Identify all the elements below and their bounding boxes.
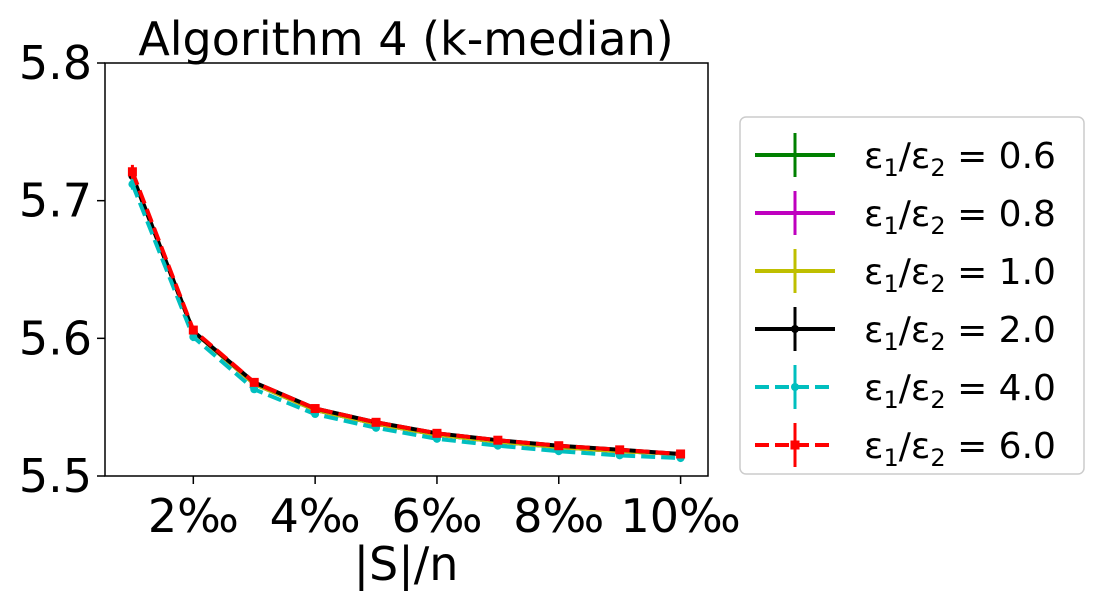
y-tick-label: 5.6	[19, 311, 92, 365]
legend-item: ε1/ε2 = 6.0	[755, 423, 1056, 472]
series-line	[130, 175, 681, 456]
legend-label-part: 1	[883, 328, 898, 356]
y-tick-label: 5.5	[19, 449, 92, 503]
legend-label-part: ε	[864, 136, 883, 177]
y-axis: 5.5 5.6 5.7 5.8	[19, 36, 105, 503]
legend-label: ε1/ε2 = 2.0	[864, 310, 1056, 356]
legend-label-part: 2	[930, 328, 945, 356]
legend-item: ε1/ε2 = 4.0	[755, 365, 1056, 414]
legend-label-part: /ε	[899, 426, 931, 467]
legend-label-part: 2	[930, 386, 945, 414]
legend-label-part: /ε	[899, 310, 931, 351]
legend-label: ε1/ε2 = 0.8	[864, 194, 1056, 240]
legend-frame	[739, 116, 1085, 475]
legend-marker	[791, 383, 799, 391]
legend-label-part: = 6.0	[946, 426, 1056, 467]
legend-marker	[790, 440, 800, 450]
legend-label-part: 2	[930, 154, 945, 182]
series-line	[130, 175, 681, 456]
legend-marker	[791, 325, 799, 333]
y-tick-label: 5.8	[19, 36, 92, 90]
legend-label-part: ε	[864, 252, 883, 293]
data-point	[249, 377, 259, 387]
legend-label-part: = 2.0	[946, 310, 1056, 351]
data-point	[615, 445, 625, 455]
legend-label-part: /ε	[899, 136, 931, 177]
legend-label-part: 1	[883, 444, 898, 472]
legend-item: ε1/ε2 = 0.8	[755, 191, 1056, 240]
data-point	[432, 428, 442, 438]
legend-label-part: 2	[930, 212, 945, 240]
legend-item: ε1/ε2 = 2.0	[755, 307, 1056, 356]
legend-label-part: 1	[883, 154, 898, 182]
legend-label: ε1/ε2 = 4.0	[864, 368, 1056, 414]
data-point	[188, 325, 198, 335]
legend-label: ε1/ε2 = 1.0	[864, 252, 1056, 298]
series-4	[128, 178, 685, 463]
data-point	[127, 167, 137, 177]
data-point	[250, 385, 259, 394]
data-point	[676, 449, 686, 459]
legend-label-part: 1	[883, 386, 898, 414]
x-axis: 2‰ 4‰ 6‰ 8‰ 10‰	[148, 476, 741, 543]
plot-area	[127, 164, 686, 463]
series-2	[130, 170, 683, 457]
x-tick-label: 2‰	[148, 489, 239, 543]
legend-label-part: 1	[883, 270, 898, 298]
legend-label-part: = 1.0	[946, 252, 1056, 293]
data-point	[371, 417, 381, 427]
plot-frame	[104, 62, 709, 477]
x-tick-label: 4‰	[270, 489, 361, 543]
x-tick-label: 6‰	[391, 489, 482, 543]
x-tick-label: 10‰	[620, 489, 740, 543]
data-point	[493, 435, 503, 445]
legend-label-part: ε	[864, 426, 883, 467]
x-tick-label: 8‰	[513, 489, 604, 543]
legend: ε1/ε2 = 0.6ε1/ε2 = 0.8ε1/ε2 = 1.0ε1/ε2 =…	[739, 116, 1085, 475]
series-0	[130, 170, 683, 457]
data-point	[189, 332, 198, 341]
legend-label-part: ε	[864, 368, 883, 409]
legend-label-part: = 0.8	[946, 194, 1056, 235]
series-line	[130, 183, 681, 461]
series-line	[130, 175, 681, 456]
legend-label-part: /ε	[899, 194, 931, 235]
legend-label-part: ε	[864, 310, 883, 351]
series-3	[128, 170, 685, 458]
series-line	[130, 175, 681, 456]
legend-item: ε1/ε2 = 1.0	[755, 249, 1056, 298]
series-line	[130, 171, 681, 456]
legend-label-part: = 0.6	[946, 136, 1056, 177]
y-tick-label: 5.7	[19, 174, 92, 228]
series-1	[129, 170, 684, 457]
x-axis-label: |S|/n	[354, 537, 459, 592]
legend-label: ε1/ε2 = 6.0	[864, 426, 1056, 472]
legend-label-part: 2	[930, 270, 945, 298]
legend-label-part: 1	[883, 212, 898, 240]
series-5	[127, 164, 686, 459]
legend-label-part: /ε	[899, 252, 931, 293]
data-point	[310, 404, 320, 414]
data-point	[554, 441, 564, 451]
legend-label-part: = 4.0	[946, 368, 1056, 409]
legend-label: ε1/ε2 = 0.6	[864, 136, 1056, 182]
chart-title: Algorithm 4 (k-median)	[138, 12, 673, 66]
legend-item: ε1/ε2 = 0.6	[755, 133, 1056, 182]
legend-label-part: /ε	[899, 368, 931, 409]
legend-label-part: 2	[930, 444, 945, 472]
legend-label-part: ε	[864, 194, 883, 235]
legend-marker	[792, 210, 798, 216]
